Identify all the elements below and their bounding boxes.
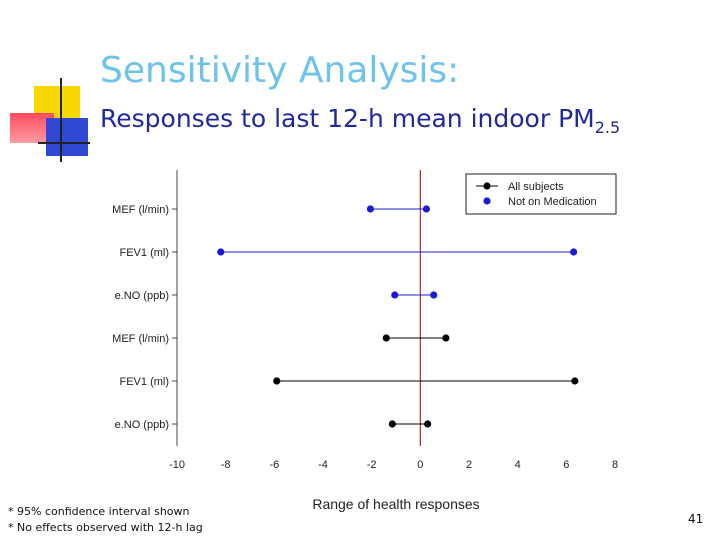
- legend-marker: [483, 182, 491, 190]
- x-tick-label: -10: [169, 459, 185, 471]
- row-label: e.NO (ppb): [115, 290, 169, 302]
- subtitle-subscript: 2.5: [594, 118, 621, 137]
- x-tick-label: -4: [318, 459, 328, 471]
- row-label: FEV1 (ml): [120, 376, 170, 388]
- page-number: 41: [688, 512, 704, 526]
- ci-low-point: [382, 334, 390, 342]
- ci-high-point: [430, 291, 438, 299]
- slide-subtitle: Responses to last 12-h mean indoor PM2.5: [100, 104, 620, 137]
- row-label: e.NO (ppb): [115, 419, 169, 431]
- footnote-lag: * No effects observed with 12-h lag: [8, 521, 203, 534]
- row-label: MEF (l/min): [112, 333, 169, 345]
- rows-group: MEF (l/min) FEV1 (ml) e.NO (ppb) MEF (l/min…: [112, 204, 579, 431]
- footnotes: * 95% confidence interval shown * No eff…: [8, 504, 203, 536]
- ci-high-point: [424, 420, 432, 428]
- logo-vertical-line: [60, 78, 62, 162]
- legend-label: All subjects: [508, 181, 564, 193]
- ci-low-point: [366, 205, 375, 213]
- subtitle-text: Responses to last 12-h mean indoor PM: [100, 104, 595, 133]
- x-tick-label: -2: [367, 459, 377, 471]
- ci-low-point: [273, 377, 281, 385]
- x-tick-label: 4: [515, 459, 521, 471]
- ci-high-point: [442, 334, 450, 342]
- slide-title: Sensitivity Analysis:: [100, 50, 460, 91]
- legend: All subjects Not on Medication: [465, 173, 617, 215]
- ci-low-point: [391, 291, 399, 299]
- x-tick-label: -8: [221, 459, 231, 471]
- footnote-ci: * 95% confidence interval shown: [8, 505, 190, 518]
- x-tick-label: 2: [466, 459, 472, 471]
- row-label: FEV1 (ml): [120, 247, 170, 259]
- x-tick-label: 8: [612, 459, 618, 471]
- ci-high-point: [571, 377, 579, 385]
- logo-horizontal-line: [38, 142, 90, 144]
- logo-blue-square: [46, 118, 88, 156]
- ci-high-point: [422, 205, 431, 213]
- x-tick-label: 0: [417, 459, 423, 471]
- x-tick-label: 6: [563, 459, 569, 471]
- ci-low-point: [388, 420, 396, 428]
- x-axis-label: Range of health responses: [312, 496, 479, 512]
- x-tick-labels: -10 -8 -6 -4 -2 0 2 4 6 8: [169, 459, 618, 471]
- ci-high-point: [570, 248, 578, 256]
- legend-label: Not on Medication: [508, 196, 597, 208]
- row-label: MEF (l/min): [112, 204, 169, 216]
- legend-box: [465, 173, 617, 215]
- x-tick-label: -6: [269, 459, 279, 471]
- legend-marker: [483, 197, 491, 205]
- ci-low-point: [217, 248, 225, 256]
